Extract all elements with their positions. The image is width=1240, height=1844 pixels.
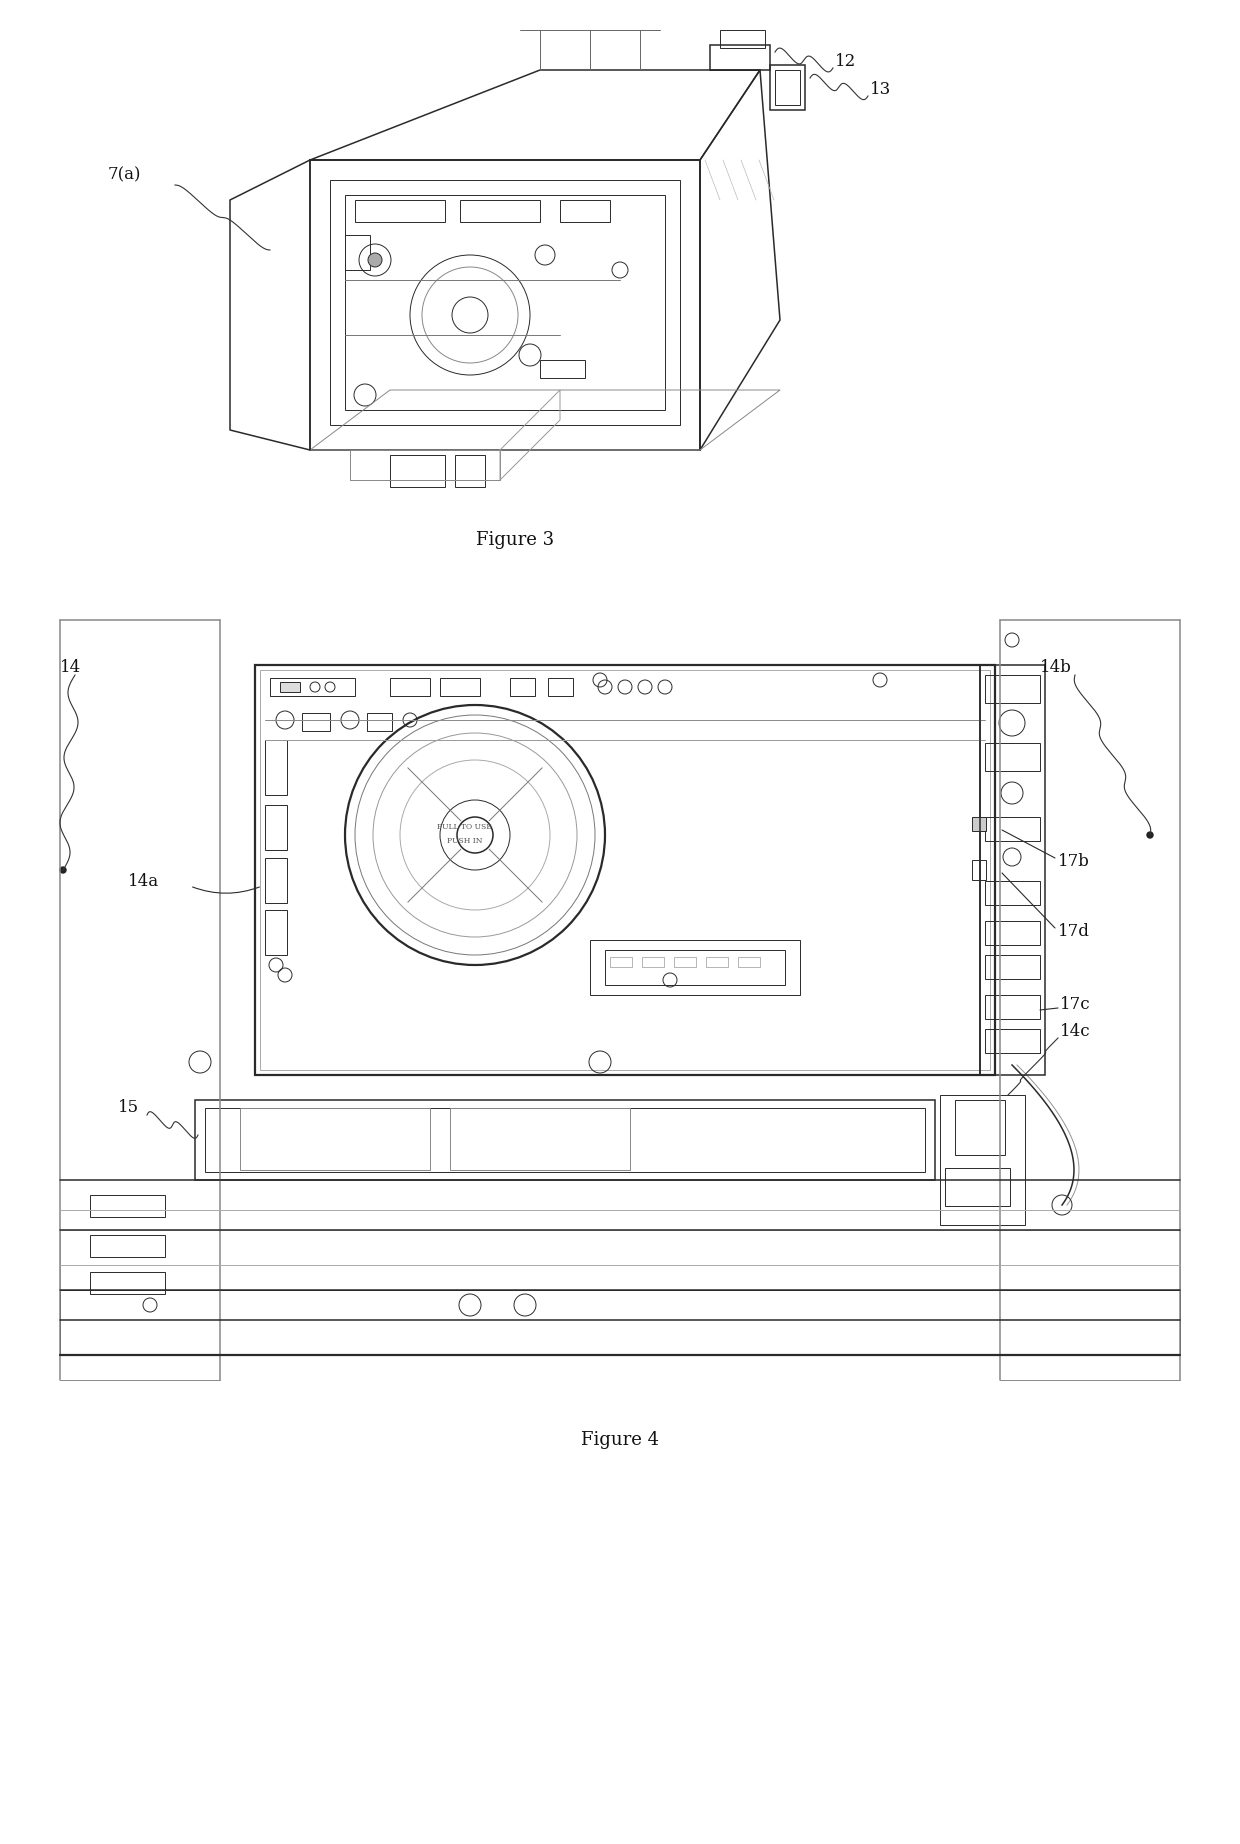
Bar — [367, 714, 392, 730]
Text: 17c: 17c — [1060, 996, 1091, 1014]
Text: 17d: 17d — [1058, 924, 1090, 940]
Bar — [539, 360, 585, 378]
Bar — [955, 1101, 1004, 1154]
Bar — [91, 1272, 165, 1294]
Bar — [605, 950, 785, 985]
Text: 14: 14 — [60, 660, 82, 677]
Text: 7(a): 7(a) — [108, 166, 141, 184]
Bar — [440, 679, 480, 695]
Bar — [510, 679, 534, 695]
Text: PULL TO USE: PULL TO USE — [436, 822, 492, 832]
Bar — [195, 1101, 935, 1180]
Bar — [738, 957, 760, 966]
Bar — [91, 1195, 165, 1217]
Bar — [260, 669, 990, 1070]
Bar — [265, 806, 286, 850]
Bar — [642, 957, 663, 966]
Bar — [345, 234, 370, 269]
Bar — [985, 817, 1040, 841]
Text: 14c: 14c — [1060, 1023, 1091, 1040]
Bar — [60, 1291, 1180, 1355]
Circle shape — [60, 867, 66, 872]
Bar — [985, 743, 1040, 771]
Text: 15: 15 — [118, 1099, 139, 1116]
Bar — [610, 957, 632, 966]
Bar — [675, 957, 696, 966]
Bar — [985, 675, 1040, 703]
Text: 12: 12 — [835, 53, 857, 70]
Bar — [720, 30, 765, 48]
Circle shape — [1147, 832, 1153, 837]
Bar — [265, 909, 286, 955]
Bar — [940, 1095, 1025, 1224]
Bar — [548, 679, 573, 695]
Bar — [706, 957, 728, 966]
Bar — [460, 199, 539, 221]
Text: 14b: 14b — [1040, 660, 1071, 677]
Bar — [265, 739, 286, 795]
Bar — [60, 1230, 1180, 1291]
Bar — [270, 679, 355, 695]
Bar — [985, 920, 1040, 944]
Bar — [770, 65, 805, 111]
Text: PUSH IN: PUSH IN — [446, 837, 482, 845]
Bar — [985, 955, 1040, 979]
Bar — [355, 199, 445, 221]
Bar — [303, 714, 330, 730]
Bar — [241, 1108, 430, 1169]
Bar — [985, 996, 1040, 1020]
Bar — [560, 199, 610, 221]
Bar — [590, 940, 800, 996]
Text: Figure 4: Figure 4 — [582, 1431, 658, 1449]
Bar — [985, 881, 1040, 905]
Bar — [255, 666, 994, 1075]
Bar — [980, 666, 1045, 1075]
Text: 14a: 14a — [128, 874, 159, 891]
Bar — [945, 1167, 1011, 1206]
Bar — [391, 679, 430, 695]
Bar — [711, 44, 770, 70]
Bar — [391, 455, 445, 487]
Text: Figure 3: Figure 3 — [476, 531, 554, 550]
Bar — [345, 195, 665, 409]
Bar — [985, 1029, 1040, 1053]
Bar — [310, 160, 701, 450]
Text: 17b: 17b — [1058, 854, 1090, 870]
Bar — [972, 859, 986, 880]
Bar — [265, 857, 286, 904]
Bar — [775, 70, 800, 105]
Text: 13: 13 — [870, 81, 892, 98]
Bar — [330, 181, 680, 424]
Bar — [455, 455, 485, 487]
Bar — [205, 1108, 925, 1173]
Bar — [91, 1235, 165, 1258]
Bar — [450, 1108, 630, 1169]
Bar — [972, 817, 986, 832]
Bar — [280, 682, 300, 692]
Circle shape — [368, 253, 382, 267]
